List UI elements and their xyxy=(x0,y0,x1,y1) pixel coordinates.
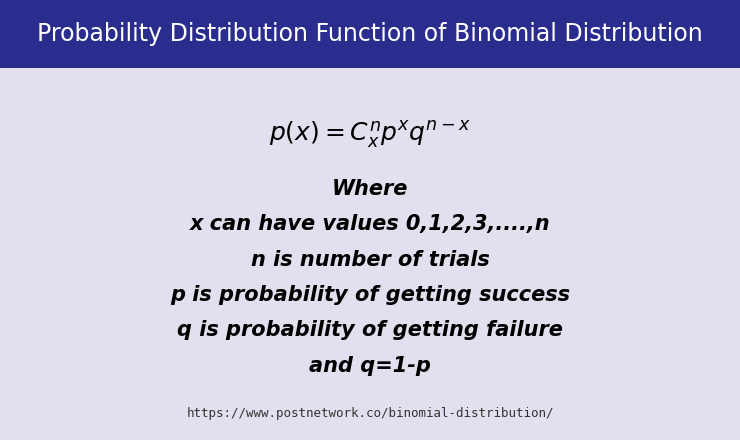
Text: and q=1-p: and q=1-p xyxy=(309,356,431,376)
Text: n is number of trials: n is number of trials xyxy=(251,249,489,270)
Text: Probability Distribution Function of Binomial Distribution: Probability Distribution Function of Bin… xyxy=(37,22,703,46)
Text: $p(x) = C_x^n p^x q^{n-x}$: $p(x) = C_x^n p^x q^{n-x}$ xyxy=(269,120,471,150)
Text: p is probability of getting success: p is probability of getting success xyxy=(170,285,570,305)
Text: x can have values 0,1,2,3,....,n: x can have values 0,1,2,3,....,n xyxy=(189,214,551,235)
Text: q is probability of getting failure: q is probability of getting failure xyxy=(177,320,563,340)
Text: Where: Where xyxy=(332,179,408,199)
Text: https://www.postnetwork.co/binomial-distribution/: https://www.postnetwork.co/binomial-dist… xyxy=(186,407,554,421)
